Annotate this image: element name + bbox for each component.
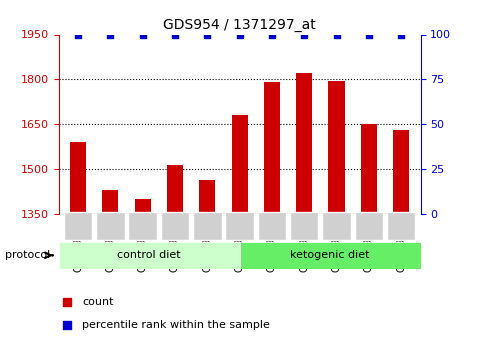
FancyBboxPatch shape: [59, 241, 239, 269]
Bar: [296, 73, 312, 214]
Title: GDS954 / 1371297_at: GDS954 / 1371297_at: [163, 18, 315, 32]
FancyBboxPatch shape: [193, 212, 221, 240]
FancyBboxPatch shape: [161, 212, 189, 240]
Text: ketogenic diet: ketogenic diet: [290, 250, 369, 260]
Point: [203, 32, 211, 37]
FancyBboxPatch shape: [239, 241, 420, 269]
Bar: [231, 115, 247, 214]
Text: percentile rank within the sample: percentile rank within the sample: [82, 320, 269, 330]
FancyBboxPatch shape: [322, 212, 350, 240]
Point: [364, 32, 372, 37]
Point: [321, 192, 328, 197]
Text: control diet: control diet: [117, 250, 181, 260]
Text: protocol: protocol: [4, 250, 50, 260]
Point: [106, 32, 114, 37]
Point: [171, 32, 179, 37]
Bar: [134, 199, 150, 214]
Bar: [264, 82, 280, 214]
Bar: [102, 190, 118, 214]
FancyBboxPatch shape: [386, 212, 414, 240]
Point: [300, 32, 307, 37]
Text: count: count: [82, 297, 113, 307]
Point: [139, 32, 146, 37]
Bar: [392, 130, 408, 214]
Point: [267, 32, 275, 37]
Bar: [70, 142, 86, 214]
FancyBboxPatch shape: [96, 212, 124, 240]
FancyBboxPatch shape: [289, 212, 318, 240]
Bar: [199, 179, 215, 214]
Bar: [328, 81, 344, 214]
Point: [235, 32, 243, 37]
Bar: [166, 165, 183, 214]
FancyBboxPatch shape: [257, 212, 285, 240]
FancyBboxPatch shape: [225, 212, 253, 240]
Point: [396, 32, 404, 37]
Point: [332, 32, 340, 37]
FancyBboxPatch shape: [128, 212, 157, 240]
FancyBboxPatch shape: [354, 212, 382, 240]
FancyBboxPatch shape: [64, 212, 92, 240]
Point: [74, 32, 82, 37]
Bar: [360, 124, 376, 214]
